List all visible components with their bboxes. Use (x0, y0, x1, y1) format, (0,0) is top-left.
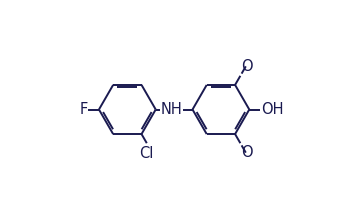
Text: NH: NH (160, 102, 182, 117)
Text: OH: OH (261, 102, 284, 117)
Text: O: O (241, 145, 253, 160)
Text: O: O (241, 59, 253, 74)
Text: F: F (79, 102, 87, 117)
Text: Cl: Cl (140, 146, 154, 161)
